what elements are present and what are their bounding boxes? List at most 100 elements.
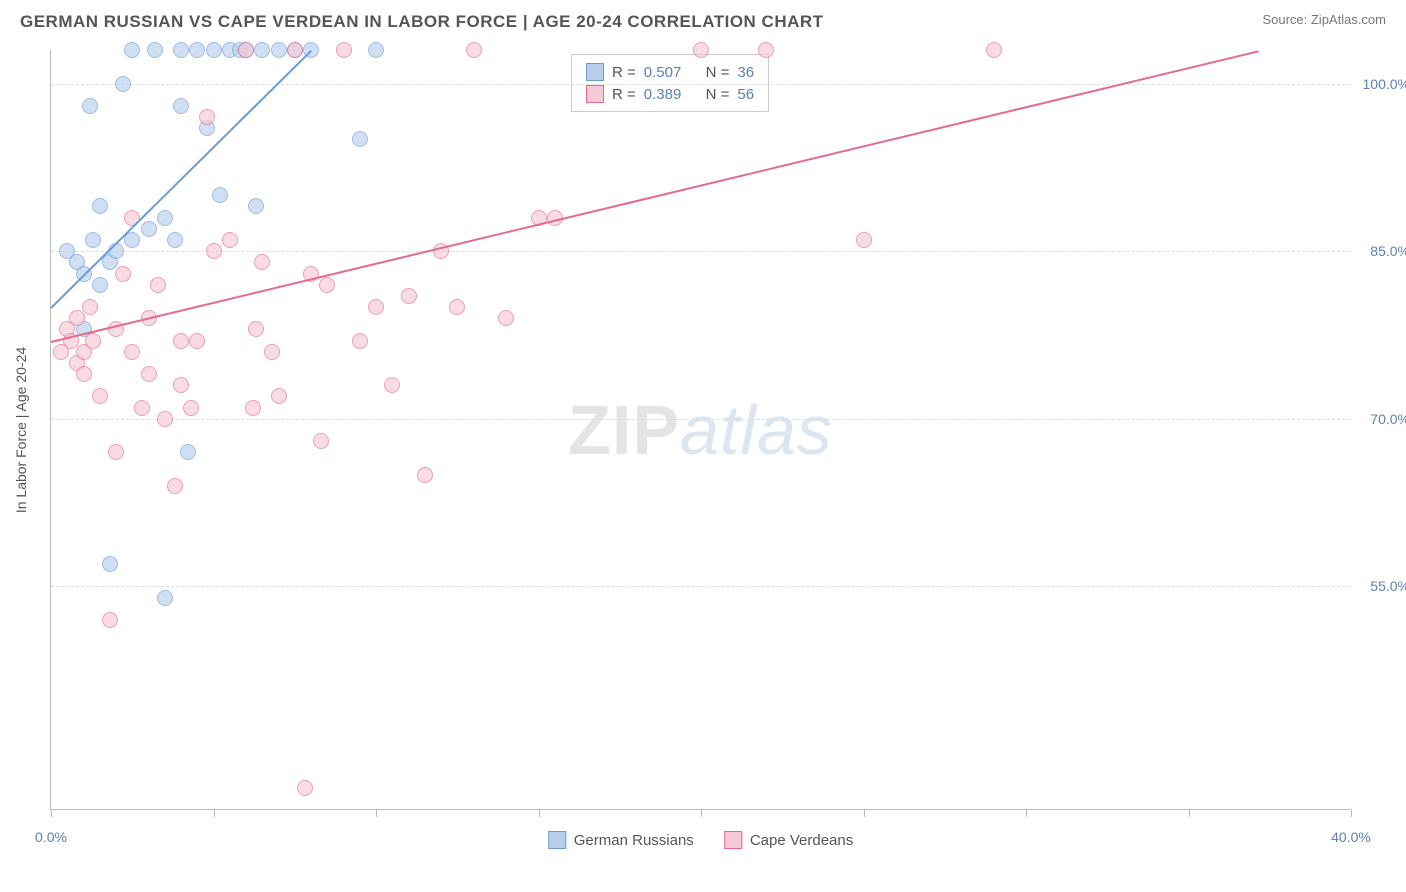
- y-tick-label: 100.0%: [1355, 76, 1406, 92]
- data-point: [287, 42, 303, 58]
- data-point: [352, 333, 368, 349]
- data-point: [183, 400, 199, 416]
- data-point: [248, 198, 264, 214]
- data-point: [82, 299, 98, 315]
- data-point: [449, 299, 465, 315]
- data-point: [102, 556, 118, 572]
- data-point: [108, 243, 124, 259]
- data-point: [108, 444, 124, 460]
- data-point: [173, 333, 189, 349]
- data-point: [167, 232, 183, 248]
- y-tick-label: 85.0%: [1355, 243, 1406, 259]
- gridline: [51, 251, 1350, 252]
- chart-container: GERMAN RUSSIAN VS CAPE VERDEAN IN LABOR …: [0, 0, 1406, 892]
- data-point: [85, 232, 101, 248]
- x-tick-label: 0.0%: [35, 829, 67, 845]
- data-point: [115, 76, 131, 92]
- data-point: [92, 277, 108, 293]
- data-point: [297, 780, 313, 796]
- x-tick: [1351, 809, 1352, 817]
- gridline: [51, 419, 1350, 420]
- data-point: [157, 210, 173, 226]
- data-point: [147, 42, 163, 58]
- x-tick: [864, 809, 865, 817]
- data-point: [189, 42, 205, 58]
- data-point: [82, 98, 98, 114]
- data-point: [199, 109, 215, 125]
- swatch-cape: [586, 85, 604, 103]
- data-point: [206, 42, 222, 58]
- data-point: [115, 266, 131, 282]
- data-point: [134, 400, 150, 416]
- data-point: [368, 42, 384, 58]
- data-point: [336, 42, 352, 58]
- x-tick-label: 40.0%: [1331, 829, 1371, 845]
- trend-line: [50, 50, 311, 308]
- data-point: [401, 288, 417, 304]
- data-point: [313, 433, 329, 449]
- x-tick: [701, 809, 702, 817]
- data-point: [212, 187, 228, 203]
- data-point: [76, 366, 92, 382]
- stats-row-cape: R = 0.389 N = 56: [586, 83, 754, 105]
- data-point: [189, 333, 205, 349]
- data-point: [271, 42, 287, 58]
- legend-item-cape: Cape Verdeans: [724, 831, 853, 849]
- data-point: [69, 310, 85, 326]
- data-point: [85, 333, 101, 349]
- swatch-cape: [724, 831, 742, 849]
- x-tick: [1189, 809, 1190, 817]
- y-axis-label: In Labor Force | Age 20-24: [13, 346, 29, 512]
- swatch-german: [586, 63, 604, 81]
- data-point: [157, 590, 173, 606]
- swatch-german: [548, 831, 566, 849]
- plot-area: In Labor Force | Age 20-24 ZIPatlas R = …: [50, 50, 1350, 810]
- data-point: [124, 344, 140, 360]
- data-point: [92, 198, 108, 214]
- y-tick-label: 55.0%: [1355, 578, 1406, 594]
- x-tick: [1026, 809, 1027, 817]
- data-point: [92, 388, 108, 404]
- data-point: [254, 42, 270, 58]
- chart-header: GERMAN RUSSIAN VS CAPE VERDEAN IN LABOR …: [0, 0, 1406, 36]
- gridline: [51, 586, 1350, 587]
- x-tick: [214, 809, 215, 817]
- data-point: [222, 232, 238, 248]
- data-point: [141, 366, 157, 382]
- data-point: [319, 277, 335, 293]
- gridline: [51, 84, 1350, 85]
- data-point: [368, 299, 384, 315]
- data-point: [124, 42, 140, 58]
- data-point: [271, 388, 287, 404]
- data-point: [248, 321, 264, 337]
- x-tick: [539, 809, 540, 817]
- y-tick-label: 70.0%: [1355, 411, 1406, 427]
- data-point: [498, 310, 514, 326]
- data-point: [466, 42, 482, 58]
- stats-row-german: R = 0.507 N = 36: [586, 61, 754, 83]
- data-point: [157, 411, 173, 427]
- data-point: [180, 444, 196, 460]
- data-point: [206, 243, 222, 259]
- x-tick: [51, 809, 52, 817]
- data-point: [173, 377, 189, 393]
- watermark: ZIPatlas: [568, 390, 833, 470]
- data-point: [384, 377, 400, 393]
- data-point: [141, 221, 157, 237]
- x-tick: [376, 809, 377, 817]
- data-point: [856, 232, 872, 248]
- data-point: [352, 131, 368, 147]
- data-point: [254, 254, 270, 270]
- chart-source: Source: ZipAtlas.com: [1262, 12, 1386, 27]
- data-point: [173, 42, 189, 58]
- data-point: [150, 277, 166, 293]
- data-point: [693, 42, 709, 58]
- data-point: [264, 344, 280, 360]
- data-point: [173, 98, 189, 114]
- data-point: [986, 42, 1002, 58]
- legend-item-german: German Russians: [548, 831, 694, 849]
- chart-title: GERMAN RUSSIAN VS CAPE VERDEAN IN LABOR …: [20, 12, 824, 32]
- data-point: [758, 42, 774, 58]
- data-point: [102, 612, 118, 628]
- data-point: [238, 42, 254, 58]
